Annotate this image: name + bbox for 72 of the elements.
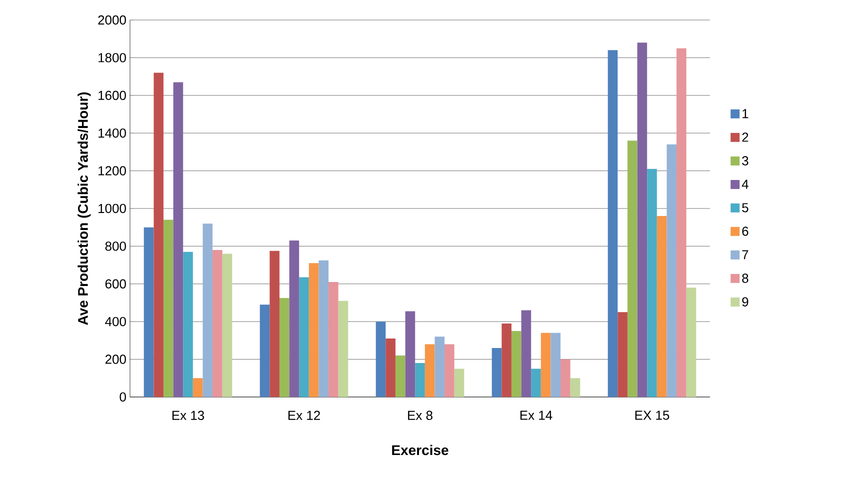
bar [531, 368, 541, 397]
bar [676, 48, 686, 397]
y-tick-label: 0 [120, 392, 126, 402]
bar [540, 332, 551, 397]
bar [376, 322, 386, 397]
bar [173, 82, 184, 397]
y-tick-label: 800 [105, 242, 126, 251]
x-tick-label: Ex 12 [288, 410, 320, 420]
bar [637, 42, 648, 397]
y-tick-label: 1400 [98, 128, 126, 138]
bar [454, 368, 464, 397]
bar [202, 224, 213, 397]
bar [212, 250, 222, 397]
y-tick-label: 1800 [98, 53, 126, 62]
bar [163, 220, 174, 397]
bar [550, 332, 561, 397]
bar [502, 323, 512, 397]
x-axis-title: Exercise [392, 444, 448, 456]
bar [608, 50, 618, 397]
bar [511, 331, 522, 397]
y-tick-label: 2000 [98, 15, 126, 25]
bar [192, 378, 203, 397]
bar [492, 348, 502, 397]
bar [434, 336, 445, 397]
x-tick-label: EX 15 [635, 410, 670, 420]
bar [154, 72, 164, 397]
bar [415, 363, 425, 397]
bar [405, 311, 416, 397]
legend-label: 1 [742, 109, 748, 118]
bar [647, 168, 657, 397]
bar [560, 359, 570, 397]
bar [666, 144, 677, 397]
x-tick-label: Ex 13 [172, 410, 204, 420]
bar [222, 254, 232, 397]
y-tick-label: 1600 [98, 90, 126, 100]
bar [328, 282, 338, 397]
bar [270, 250, 280, 397]
legend-label: 7 [742, 250, 748, 260]
y-tick-label: 600 [105, 279, 126, 288]
bar [299, 277, 309, 397]
legend-label: 4 [742, 180, 748, 189]
bar [318, 260, 329, 397]
legend-label: 2 [742, 132, 748, 142]
bar [279, 298, 290, 397]
bar [656, 216, 667, 397]
legend-label: 9 [742, 297, 748, 306]
bar [618, 312, 628, 397]
legend-label: 3 [742, 156, 748, 166]
legend-label: 5 [742, 203, 748, 212]
y-tick-label: 1000 [98, 204, 126, 214]
y-tick-label: 200 [105, 354, 126, 364]
bar [444, 344, 454, 397]
x-tick-label: Ex 14 [520, 410, 552, 420]
y-tick-label: 1200 [98, 166, 126, 176]
bar [395, 356, 406, 397]
bar [686, 288, 696, 397]
bar [144, 227, 154, 397]
y-axis-title: Ave Production (Cubic Yards/Hour) [78, 92, 91, 325]
legend-label: 8 [742, 274, 748, 283]
bar [424, 344, 435, 397]
legend-label: 6 [742, 226, 748, 236]
bar [260, 304, 270, 397]
bar [386, 338, 396, 397]
x-tick-label: Ex 8 [408, 410, 432, 420]
bar [308, 263, 319, 397]
bar [570, 378, 580, 397]
bar [521, 310, 532, 397]
bar [338, 300, 348, 397]
bar [183, 252, 193, 397]
bar [289, 240, 300, 397]
y-tick-label: 400 [105, 316, 126, 326]
bar [627, 140, 638, 397]
